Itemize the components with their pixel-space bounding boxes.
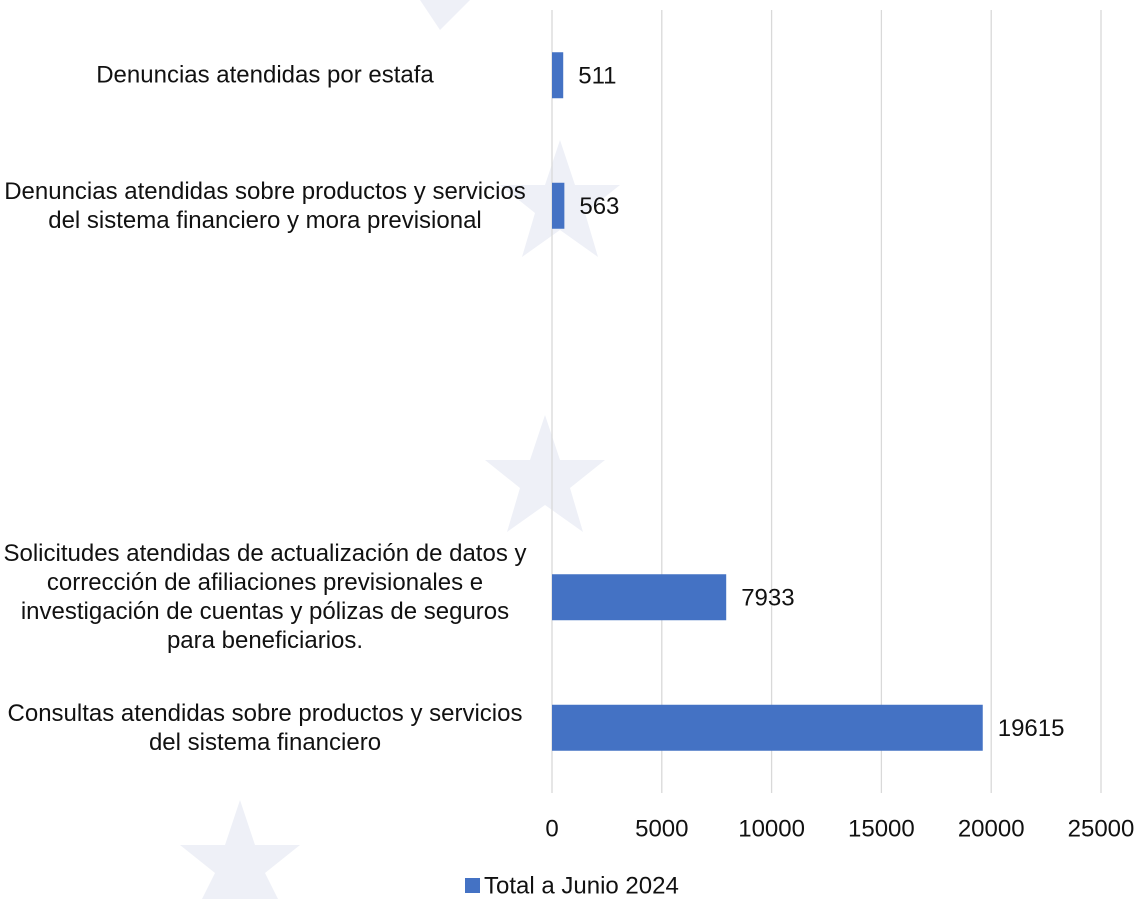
x-tick-label: 20000 xyxy=(958,815,1025,842)
x-tick-label: 5000 xyxy=(635,815,688,842)
bar xyxy=(552,704,983,751)
bar xyxy=(552,574,727,621)
bar xyxy=(552,182,565,229)
x-tick-label: 0 xyxy=(545,815,558,842)
y-tick-label: Solicitudes atendidas de actualización d… xyxy=(3,540,527,655)
value-label: 511 xyxy=(578,63,616,90)
bar xyxy=(552,52,564,99)
y-tick-label: Consultas atendidas sobre productos y se… xyxy=(7,699,523,756)
x-tick-label: 25000 xyxy=(1068,815,1135,842)
watermark-star xyxy=(180,800,300,899)
watermark-star xyxy=(485,415,605,532)
watermark-star xyxy=(420,0,470,30)
value-label: 19615 xyxy=(998,715,1065,742)
x-tick-label: 15000 xyxy=(848,815,915,842)
watermark xyxy=(180,0,620,899)
x-tick-label: 10000 xyxy=(738,815,805,842)
legend-label: Total a Junio 2024 xyxy=(484,872,679,899)
y-tick-label: Denuncias atendidas sobre productos y se… xyxy=(4,177,526,234)
y-tick-label: Denuncias atendidas por estafa xyxy=(96,61,434,89)
plot-area: 0 5000 10000 15000 20000 25000 511 563 7933 19615… xyxy=(465,10,1134,899)
legend-swatch xyxy=(465,878,480,893)
value-label: 563 xyxy=(579,193,619,220)
value-label: 7933 xyxy=(741,585,794,612)
